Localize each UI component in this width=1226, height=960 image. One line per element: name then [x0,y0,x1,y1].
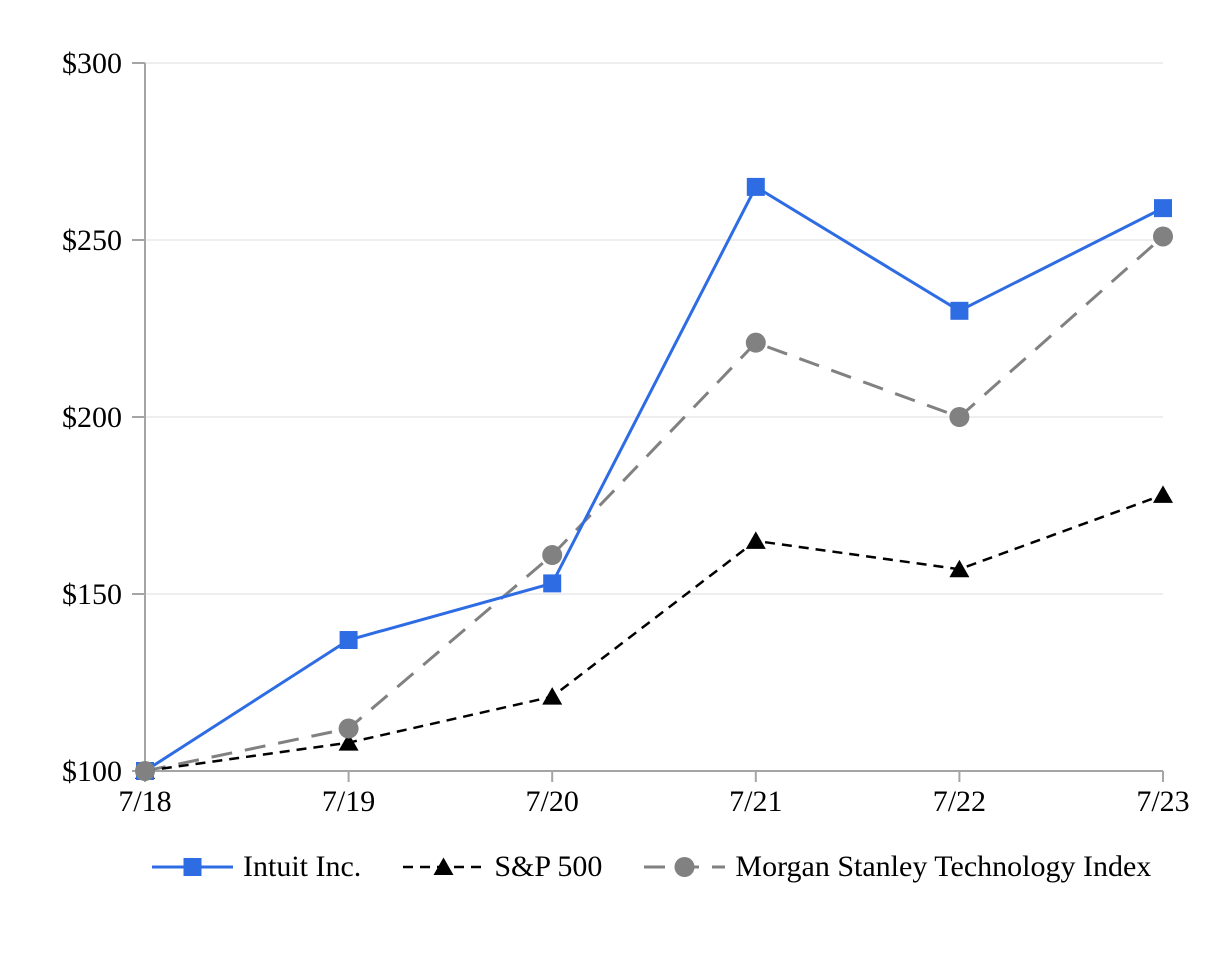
circle-marker-icon [1153,226,1173,247]
circle-marker-icon [949,407,970,427]
triangle-marker-icon [542,687,563,705]
x-tick-label: 7/19 [322,785,375,818]
triangle-marker-icon [338,733,359,751]
triangle-marker-icon [949,559,970,578]
triangle-marker-icon [433,857,454,875]
x-tick-label: 7/21 [729,785,782,818]
legend-swatch-square-icon [152,858,233,876]
circle-marker-icon [542,545,563,566]
series-markers-s-p-500 [135,485,1173,779]
legend-item-msti: Morgan Stanley Technology Index [644,850,1151,884]
y-tick-label: $300 [62,47,122,80]
series-line-s-p-500 [144,493,1164,773]
triangle-marker-icon [1153,485,1173,503]
chart-legend: Intuit Inc. S&P 500 Morgan Stanley Techn… [152,850,1151,884]
square-marker-icon [746,177,765,196]
legend-label-msti: Morgan Stanley Technology Index [735,850,1152,883]
series-markers-intuit-inc [136,177,1172,780]
x-tick-label: 7/23 [1136,785,1189,818]
legend-swatch-circle-icon [644,857,726,877]
series-markers-morgan-stanley-technology-index [135,226,1173,781]
y-tick-label: $250 [62,224,122,257]
y-tick-label: $200 [62,401,122,434]
legend-swatch-triangle-icon [403,857,485,875]
legend-label-intuit: Intuit Inc. [243,850,362,883]
circle-marker-icon [135,761,155,781]
circle-marker-icon [745,332,766,353]
square-marker-icon [183,858,202,876]
circle-marker-icon [338,718,359,739]
square-marker-icon [339,631,358,650]
x-tick-label: 7/18 [118,785,171,818]
legend-label-sp500: S&P 500 [494,850,603,883]
square-marker-icon [950,301,969,320]
y-tick-label: $150 [62,578,122,611]
triangle-marker-icon [745,531,766,549]
circle-marker-icon [674,857,695,877]
x-tick-label: 7/20 [526,785,579,818]
x-tick-label: 7/22 [933,785,986,818]
legend-item-sp500: S&P 500 [403,850,602,884]
y-tick-label: $100 [62,755,122,788]
square-marker-icon [543,574,562,593]
chart-canvas: $100 $150 $200 $250 $300 7/18 7/19 7/20 7/21 7/22… [62,47,1190,818]
square-marker-icon [1154,199,1172,218]
series-line-intuit-inc [144,184,1164,773]
legend-item-intuit: Intuit Inc. [152,850,361,884]
series-line-morgan-stanley-technology-index [144,235,1164,773]
